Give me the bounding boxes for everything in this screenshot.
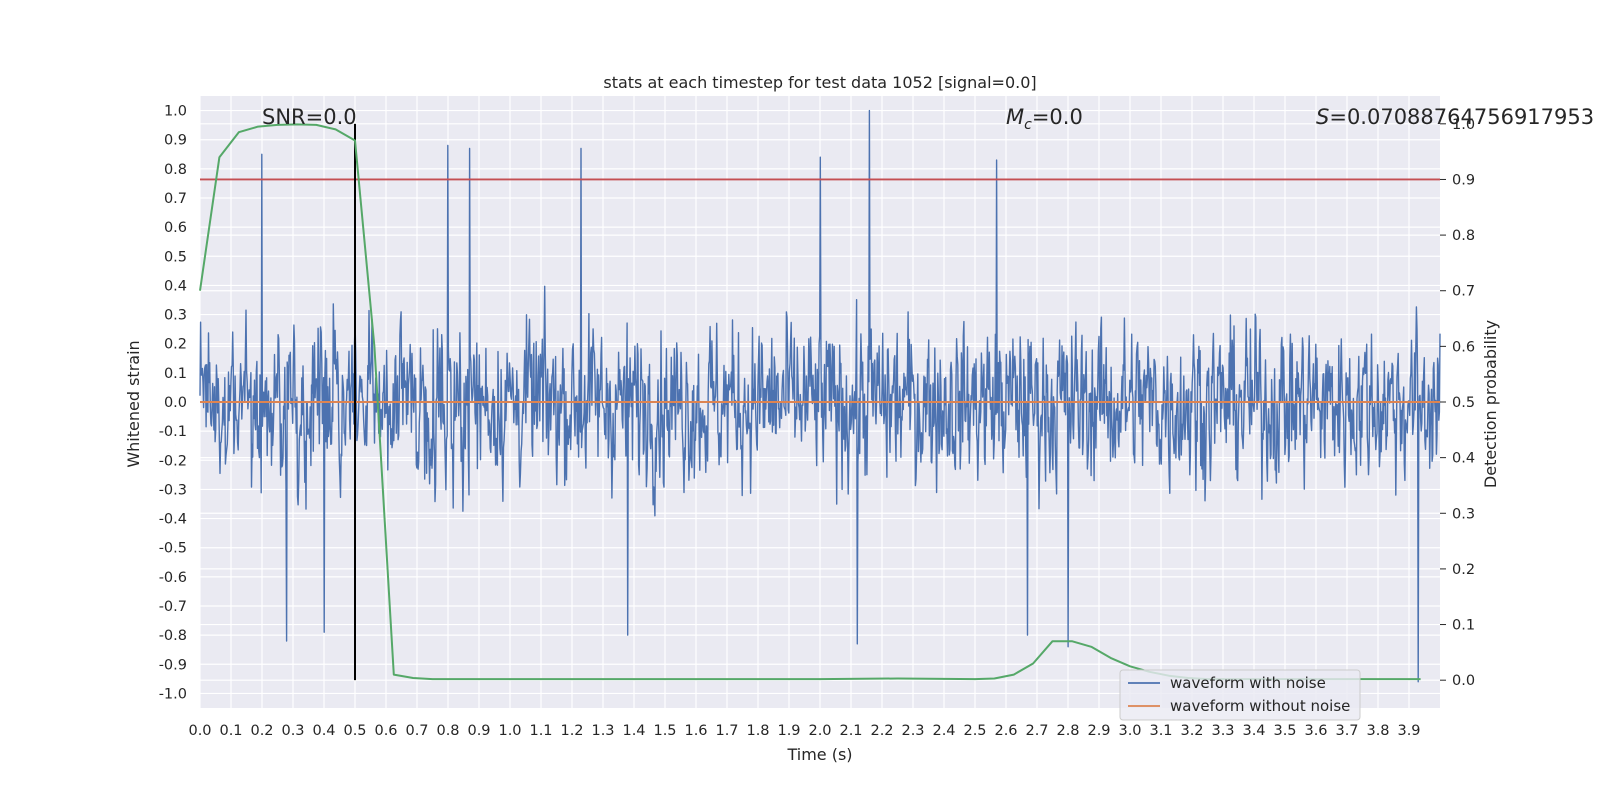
y-tick-label-right: 0.6 xyxy=(1452,339,1475,355)
x-axis-label: Time (s) xyxy=(786,745,852,764)
legend-label-noise: waveform with noise xyxy=(1170,674,1326,692)
x-tick-label: 0.2 xyxy=(250,723,273,739)
x-tick-label: 3.8 xyxy=(1366,723,1389,739)
s-value: =0.07088764756917953 xyxy=(1329,105,1594,129)
x-tick-label: 3.5 xyxy=(1273,723,1296,739)
y-tick-label-left: 0.8 xyxy=(164,162,187,178)
x-tick-label: 2.8 xyxy=(1056,723,1079,739)
x-tick-label: 3.6 xyxy=(1304,723,1327,739)
x-tick-label: 3.0 xyxy=(1118,723,1141,739)
x-tick-label: 1.0 xyxy=(498,723,521,739)
x-tick-label: 0.7 xyxy=(405,723,428,739)
y-tick-label-left: -0.5 xyxy=(159,541,187,557)
x-tick-label: 3.4 xyxy=(1242,723,1265,739)
y-tick-label-left: -0.8 xyxy=(159,628,187,644)
s-annotation: S=0.07088764756917953 xyxy=(1316,105,1594,129)
y-tick-label-left: 0.9 xyxy=(164,133,187,149)
chart-title: stats at each timestep for test data 105… xyxy=(603,73,1036,92)
snr-annotation: SNR=0.0 xyxy=(262,105,357,129)
y-axis-label-left: Whitened strain xyxy=(124,340,143,467)
x-tick-label: 2.0 xyxy=(808,723,831,739)
y-tick-label-right: 0.0 xyxy=(1452,673,1475,689)
y-tick-label-left: -1.0 xyxy=(159,686,187,702)
x-tick-label: 2.9 xyxy=(1087,723,1110,739)
x-tick-label: 0.5 xyxy=(343,723,366,739)
x-tick-label: 0.4 xyxy=(312,723,335,739)
y-tick-label-right: 0.5 xyxy=(1452,395,1475,411)
chirp-mass-value: =0.0 xyxy=(1032,105,1083,129)
y-tick-label-left: 0.3 xyxy=(164,308,187,324)
y-tick-label-left: 0.5 xyxy=(164,249,187,265)
legend-box xyxy=(1119,669,1361,721)
x-tick-label: 2.5 xyxy=(963,723,986,739)
y-tick-label-right: 0.4 xyxy=(1452,451,1475,467)
y-tick-label-right: 0.1 xyxy=(1452,618,1475,634)
y-tick-label-left: -0.9 xyxy=(159,657,187,673)
y-tick-label-left: 0.7 xyxy=(164,191,187,207)
x-tick-label: 1.5 xyxy=(653,723,676,739)
y-tick-label-right: 0.2 xyxy=(1452,562,1475,578)
x-tick-label: 1.2 xyxy=(560,723,583,739)
noise-waveform-line xyxy=(199,109,1441,683)
x-tick-label: 0.0 xyxy=(188,723,211,739)
y-tick-label-left: 0.6 xyxy=(164,220,187,236)
chirp-mass-subscript: c xyxy=(1024,117,1032,133)
x-tick-label: 1.8 xyxy=(746,723,769,739)
s-symbol: S xyxy=(1316,105,1329,129)
x-tick-label: 1.3 xyxy=(591,723,614,739)
y-axis-label-right: Detection probability xyxy=(1481,320,1500,488)
y-tick-label-left: 0.1 xyxy=(164,366,187,382)
x-tick-label: 3.3 xyxy=(1211,723,1234,739)
x-tick-label: 3.9 xyxy=(1397,723,1420,739)
y-tick-label-left: 0.4 xyxy=(164,278,187,294)
x-tick-label: 2.7 xyxy=(1025,723,1048,739)
reference-lines-group xyxy=(200,123,1440,681)
x-tick-label: 2.6 xyxy=(994,723,1017,739)
noise-series-group xyxy=(199,109,1441,683)
x-tick-label: 2.4 xyxy=(932,723,955,739)
x-tick-label: 2.1 xyxy=(839,723,862,739)
y-tick-label-right: 1.0 xyxy=(1452,117,1475,133)
chirp-mass-annotation: Mc=0.0 xyxy=(1006,105,1083,133)
x-tick-label: 3.7 xyxy=(1335,723,1358,739)
x-tick-label: 0.1 xyxy=(219,723,242,739)
x-tick-label: 1.9 xyxy=(777,723,800,739)
x-tick-label: 0.9 xyxy=(467,723,490,739)
y-tick-label-right: 0.9 xyxy=(1452,172,1475,188)
tick-labels-group: 0.0 0.1 0.2 0.3 0.4 0.5 0.6 0.7 0.8 0.9 1.0 1.1 1.2 1… xyxy=(159,104,1475,739)
y-tick-label-left: 0.2 xyxy=(164,337,187,353)
x-tick-label: 1.4 xyxy=(622,723,645,739)
y-tick-label-left: -0.3 xyxy=(159,482,187,498)
x-tick-label: 2.3 xyxy=(901,723,924,739)
x-tick-label: 0.8 xyxy=(436,723,459,739)
y-tick-label-left: -0.7 xyxy=(159,599,187,615)
y-tick-label-right: 0.7 xyxy=(1452,284,1475,300)
chirp-mass-symbol: M xyxy=(1006,105,1024,129)
legend: waveform with noise waveform without noi… xyxy=(1119,669,1361,721)
y-tick-label-right: 0.3 xyxy=(1452,506,1475,522)
x-tick-label: 1.1 xyxy=(529,723,552,739)
y-tick-label-left: -0.6 xyxy=(159,570,187,586)
x-tick-label: 3.2 xyxy=(1180,723,1203,739)
x-tick-label: 2.2 xyxy=(870,723,893,739)
x-tick-label: 0.6 xyxy=(374,723,397,739)
y-tick-label-left: -0.1 xyxy=(159,424,187,440)
y-tick-label-left: -0.2 xyxy=(159,453,187,469)
y-tick-label-right: 0.8 xyxy=(1452,228,1475,244)
y-tick-label-left: 1.0 xyxy=(164,104,187,120)
x-tick-label: 3.1 xyxy=(1149,723,1172,739)
x-tick-label: 0.3 xyxy=(281,723,304,739)
x-tick-label: 1.7 xyxy=(715,723,738,739)
x-tick-label: 1.6 xyxy=(684,723,707,739)
legend-label-clean: waveform without noise xyxy=(1170,697,1350,715)
y-tick-label-left: 0.0 xyxy=(164,395,187,411)
y-tick-label-left: -0.4 xyxy=(159,512,187,528)
